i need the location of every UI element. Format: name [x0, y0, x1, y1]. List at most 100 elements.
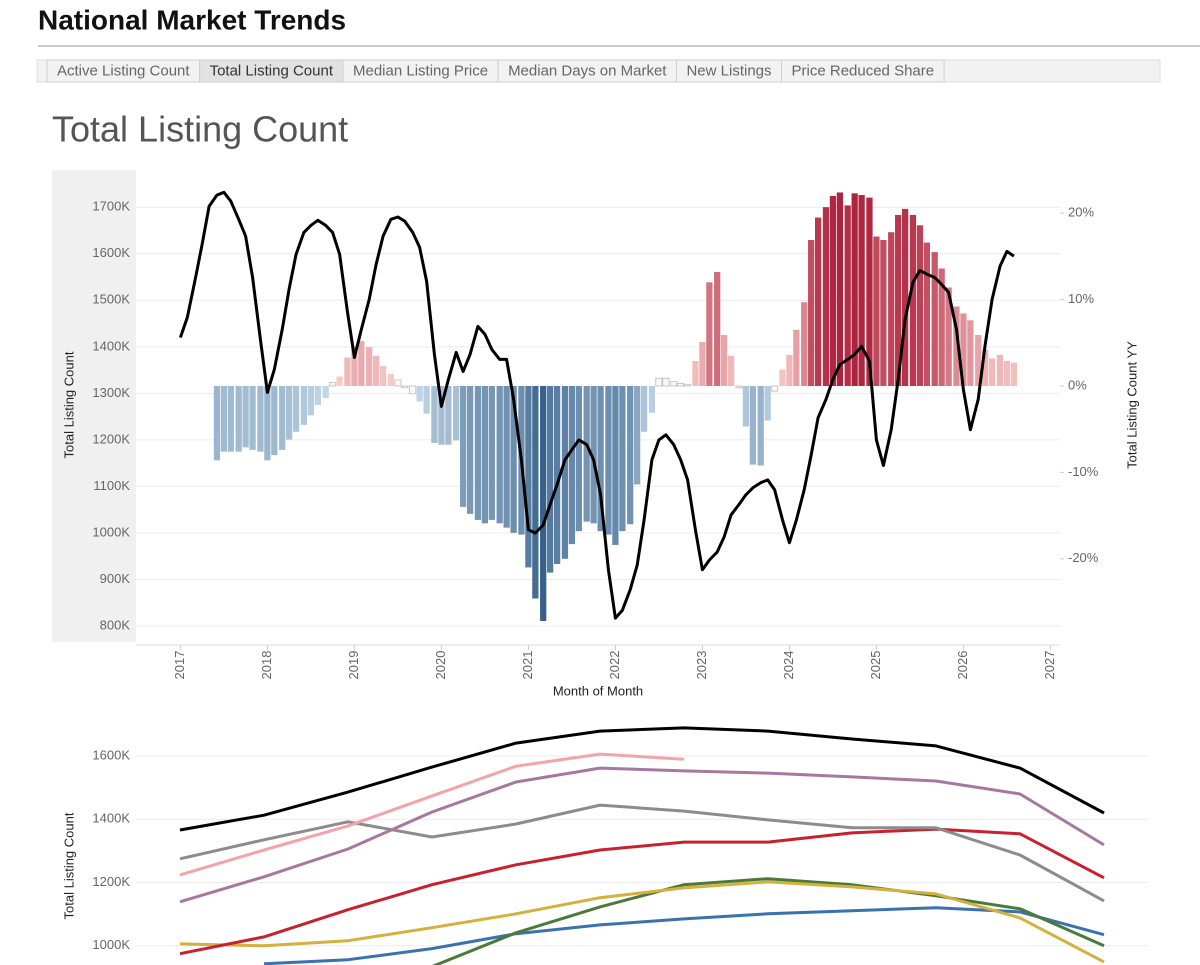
bar: [314, 385, 321, 405]
line: [179, 803, 1105, 903]
bar: [1010, 362, 1018, 386]
bar: [699, 341, 706, 386]
bar: [619, 385, 626, 532]
bar: [902, 208, 909, 386]
bar: [786, 354, 793, 386]
bar: [322, 385, 329, 399]
bar: [423, 385, 430, 414]
chart-title: Total Listing Count: [52, 109, 348, 150]
x-tick-label: 2026: [955, 651, 970, 680]
x-tick-label: 2025: [868, 651, 883, 680]
page-title: National Market Trends: [38, 4, 346, 35]
line: [179, 752, 685, 877]
bar: [373, 355, 380, 386]
bar: [714, 271, 721, 386]
bar: [829, 195, 837, 386]
bar: [409, 385, 417, 395]
x-tick-label: 2021: [520, 651, 535, 680]
bar: [627, 385, 634, 525]
tab-label[interactable]: Price Reduced Share: [792, 62, 935, 79]
bar: [379, 366, 387, 386]
bar: [358, 341, 365, 386]
bar: [575, 385, 582, 532]
bar: [989, 358, 996, 386]
bar: [655, 377, 663, 387]
bar: [227, 385, 234, 452]
bar: [503, 385, 510, 528]
bar: [938, 268, 945, 386]
bar: [640, 385, 648, 432]
bar: [300, 385, 308, 425]
y2-axis-title: Total Listing Count YY: [1124, 341, 1139, 469]
bar: [553, 385, 561, 564]
x-tick-label: 2020: [433, 651, 448, 680]
bar: [888, 232, 895, 386]
y2-tick-label: -20%: [1068, 550, 1099, 565]
y2-tick-label: 10%: [1068, 291, 1094, 306]
x-tick-label: 2027: [1042, 651, 1057, 680]
tab-label[interactable]: Median Listing Price: [353, 62, 488, 79]
bar: [801, 302, 808, 386]
bar: [721, 335, 728, 386]
bar: [771, 385, 779, 392]
bar: [844, 205, 851, 386]
bar: [466, 385, 474, 514]
bar: [264, 385, 271, 461]
bar: [779, 369, 786, 386]
y-tick-label: 800K: [100, 617, 131, 632]
line: [178, 190, 1015, 620]
line: [179, 766, 1105, 904]
x-tick-label: 2018: [259, 651, 274, 680]
bar: [279, 385, 286, 450]
bar: [474, 385, 482, 520]
bar: [481, 385, 489, 524]
bar: [677, 383, 685, 387]
bar: [866, 197, 873, 386]
tab[interactable]: [781, 59, 945, 83]
bar: [235, 385, 242, 452]
bar: [764, 385, 771, 421]
bar: [836, 192, 844, 386]
bar: [590, 385, 597, 524]
y-tick-label: 1300K: [92, 385, 130, 400]
tab-label[interactable]: Total Listing Count: [210, 62, 334, 79]
tab-label[interactable]: New Listings: [686, 62, 771, 79]
line: [179, 827, 1105, 956]
bar: [496, 385, 503, 524]
y-tick-label: 1600K: [92, 245, 130, 260]
y-tick-label: 1500K: [92, 292, 130, 307]
bar: [706, 282, 713, 386]
bar: [967, 320, 974, 386]
bar: [336, 376, 343, 386]
bar: [220, 385, 228, 452]
y-tick-label: 1000K: [92, 524, 130, 539]
bar: [532, 385, 539, 599]
bar: [453, 385, 460, 441]
bar: [605, 385, 612, 535]
bar: [401, 385, 409, 389]
bar: [257, 385, 264, 452]
tab-label[interactable]: Median Days on Market: [508, 62, 667, 79]
bar: [727, 355, 735, 386]
line: [179, 880, 1105, 964]
bar: [525, 385, 532, 568]
y-axis-title: Total Listing Count: [61, 351, 76, 458]
x-tick-label: 2022: [607, 651, 622, 680]
y2-tick-label: -10%: [1068, 464, 1099, 479]
x-tick-label: 2019: [346, 651, 361, 680]
bar: [366, 347, 373, 386]
bar: [271, 385, 278, 456]
y-tick-label: 1100K: [93, 478, 130, 493]
line: [179, 726, 1105, 832]
bar: [895, 214, 902, 386]
tab-label[interactable]: Active Listing Count: [57, 62, 190, 79]
x-tick-label: 2017: [172, 651, 187, 680]
bar: [648, 385, 656, 413]
y-tick-label: 1200K: [92, 874, 130, 889]
bar: [757, 385, 764, 466]
bar: [568, 385, 576, 545]
y-axis-title: Total Listing Count: [61, 812, 76, 919]
bar: [510, 385, 517, 533]
y-tick-label: 1200K: [92, 431, 130, 446]
bar: [547, 385, 554, 573]
